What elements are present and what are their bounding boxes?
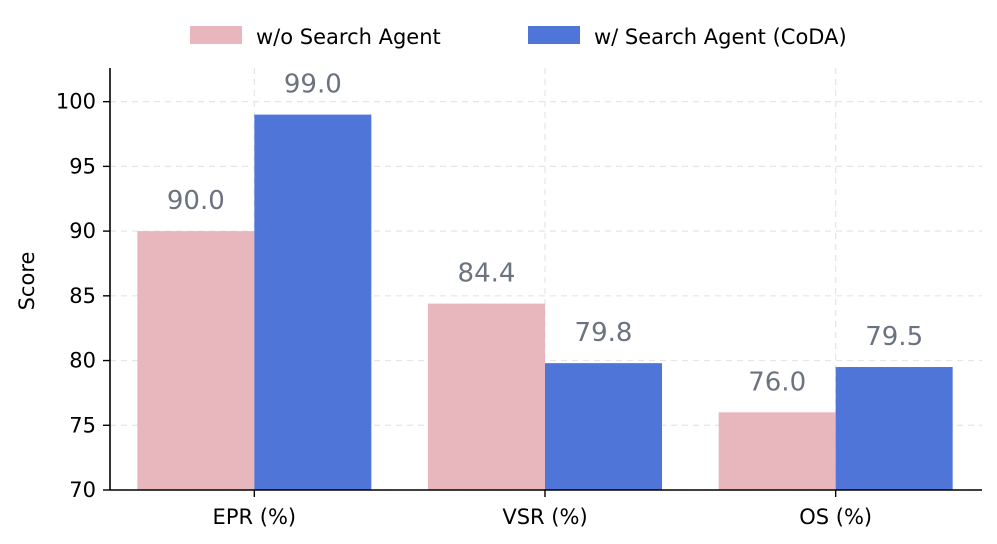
bar-w-o-search-agent-epr [137,231,255,490]
axes [109,68,982,491]
data-label-w-o-search-agent-epr: 90.0 [167,186,225,216]
y-tick-label: 90 [69,219,96,243]
data-label-w-search-agent-coda-os: 79.5 [865,322,923,352]
y-tick-label: 75 [69,413,96,437]
y-tick-label: 80 [69,349,96,373]
data-labels: 90.0 84.4 76.0 99.0 79.8 79.5 [167,70,923,398]
x-tick-label: OS (%) [799,505,872,529]
x-tick-label: EPR (%) [213,505,297,529]
data-label-w-search-agent-coda-vsr: 79.8 [575,318,633,348]
bar-w-o-search-agent-os [718,412,836,490]
bar-w-search-agent-coda-os [835,367,953,490]
bar-w-search-agent-coda-vsr [545,363,662,490]
data-label-w-o-search-agent-vsr: 84.4 [458,259,516,289]
ticks: 70 75 80 85 90 95 100 EPR (%) VSR (%) OS (%) [56,90,872,529]
y-tick-label: 95 [69,154,96,178]
bar-w-search-agent-coda-epr [254,114,372,490]
data-label-w-search-agent-coda-epr: 99.0 [284,70,342,100]
legend: w/o Search Agent w/ Search Agent (CoDA) [190,25,847,49]
legend-label-with-search-agent: w/ Search Agent (CoDA) [594,25,847,49]
y-tick-label: 85 [69,284,96,308]
bars [137,114,953,490]
legend-swatch-with-search-agent [528,26,580,44]
bar-w-o-search-agent-vsr [428,303,545,490]
y-tick-label: 100 [56,90,96,114]
legend-swatch-without-search-agent [190,26,242,44]
y-axis-label: Score [15,252,39,311]
x-tick-label: VSR (%) [502,505,587,529]
data-label-w-o-search-agent-os: 76.0 [748,367,806,397]
legend-label-without-search-agent: w/o Search Agent [256,25,441,49]
y-tick-label: 70 [69,478,96,502]
